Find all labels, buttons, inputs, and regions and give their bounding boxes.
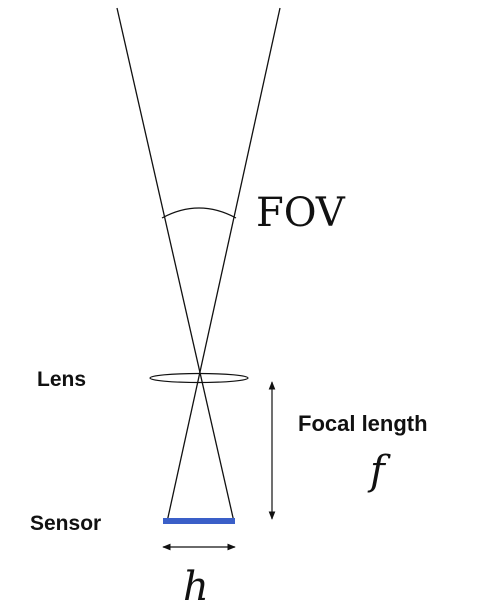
fov-label: FOV: [256, 190, 346, 236]
focal-symbol: f: [367, 448, 391, 494]
sensor-bar: [163, 518, 235, 524]
fov-ray-right: [166, 7, 281, 523]
sensor-label: Sensor: [30, 512, 101, 535]
focal-length-label: Focal length: [298, 411, 428, 436]
lens-label: Lens: [37, 368, 86, 391]
fov-angle-arc: [161, 207, 237, 219]
lens-shape: [149, 372, 249, 384]
fov-ray-left: [116, 7, 235, 523]
sensor-height-symbol: h: [183, 564, 209, 610]
